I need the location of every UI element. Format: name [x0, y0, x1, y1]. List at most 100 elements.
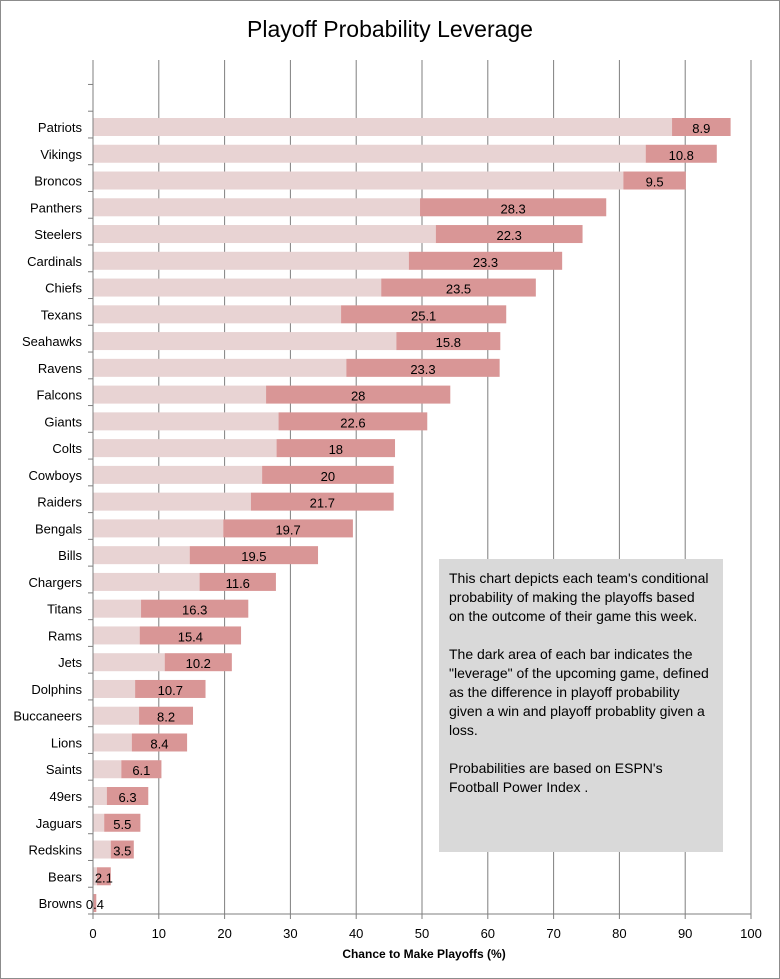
- bar-leverage-browns: [93, 894, 97, 913]
- category-label: Steelers: [34, 227, 82, 242]
- bar-leverage-rams: [139, 626, 242, 645]
- data-label: 20: [321, 469, 335, 484]
- category-label: Falcons: [36, 388, 82, 403]
- category-label: Buccaneers: [13, 709, 82, 724]
- annotation-text: Probabilities are based on ESPN's Footba…: [449, 760, 663, 795]
- bar-loss-seahawks: [93, 332, 397, 351]
- x-axis-title: Chance to Make Playoffs (%): [342, 947, 505, 961]
- bar-series: [93, 118, 731, 913]
- data-labels: 8.910.89.528.322.323.323.525.115.823.328…: [86, 121, 710, 912]
- bar-leverage-giants: [278, 412, 428, 431]
- bar-leverage-cardinals: [408, 251, 563, 270]
- bar-leverage-49ers: [106, 787, 149, 805]
- bar-loss-jets: [93, 653, 165, 672]
- category-label: Bears: [48, 869, 82, 884]
- x-tick-label: 100: [740, 926, 762, 941]
- category-label: Browns: [39, 896, 83, 911]
- data-label: 10.8: [669, 148, 694, 163]
- bar-leverage-falcons: [266, 385, 451, 404]
- category-label: Rams: [48, 628, 82, 643]
- bar-leverage-steelers: [435, 225, 583, 244]
- category-label: Colts: [52, 441, 82, 456]
- bar-leverage-chiefs: [381, 278, 536, 297]
- data-label: 23.3: [473, 255, 498, 270]
- category-label: Bills: [58, 548, 82, 563]
- bar-leverage-bengals: [223, 519, 353, 538]
- data-label: 2.1: [95, 870, 113, 885]
- data-label: 15.8: [436, 335, 461, 350]
- annotation-box: This chart depicts each team's condition…: [439, 559, 723, 852]
- annotation-text: This chart depicts each team's condition…: [449, 570, 709, 624]
- bar-loss-cardinals: [93, 251, 409, 270]
- bar-loss-colts: [93, 439, 277, 458]
- x-tick-label: 50: [415, 926, 429, 941]
- bar-leverage-lions: [131, 733, 188, 752]
- data-label: 0.4: [86, 897, 104, 912]
- bar-loss-patriots: [93, 118, 673, 136]
- bar-loss-titans: [93, 599, 142, 618]
- bar-leverage-broncos: [623, 171, 686, 190]
- data-label: 6.1: [132, 763, 150, 778]
- data-label: 19.5: [241, 549, 266, 564]
- category-label: Patriots: [38, 120, 83, 135]
- bar-loss-broncos: [93, 171, 624, 190]
- bar-loss-cowboys: [93, 465, 263, 484]
- bar-loss-chiefs: [93, 278, 382, 297]
- data-label: 6.3: [119, 790, 137, 805]
- category-label: Broncos: [34, 174, 82, 189]
- bar-loss-chargers: [93, 572, 200, 591]
- x-tick-label: 80: [612, 926, 626, 941]
- category-label: Giants: [44, 414, 82, 429]
- bar-leverage-jaguars: [104, 813, 141, 832]
- bar-leverage-dolphins: [135, 679, 206, 698]
- bar-loss-panthers: [93, 198, 421, 217]
- data-label: 11.6: [226, 576, 250, 591]
- category-label: Cardinals: [27, 254, 82, 269]
- x-tick-label: 10: [152, 926, 166, 941]
- data-label: 3.5: [113, 844, 131, 859]
- data-label: 22.3: [497, 228, 522, 243]
- bar-loss-falcons: [93, 385, 267, 404]
- bar-loss-steelers: [93, 225, 436, 244]
- bar-loss-vikings: [93, 144, 646, 163]
- data-label: 9.5: [646, 175, 664, 190]
- bar-loss-bengals: [93, 519, 224, 538]
- category-label: Jaguars: [36, 816, 83, 831]
- data-label: 28: [351, 389, 365, 404]
- category-label: Cowboys: [29, 468, 83, 483]
- bar-leverage-bills: [189, 546, 319, 565]
- data-label: 23.3: [410, 362, 435, 377]
- category-label: Jets: [58, 655, 82, 670]
- bar-loss-giants: [93, 412, 279, 431]
- category-label: Vikings: [40, 147, 82, 162]
- x-tick-label: 60: [481, 926, 495, 941]
- bar-loss-bills: [93, 546, 190, 565]
- data-label: 16.3: [182, 603, 207, 618]
- data-label: 18: [329, 442, 343, 457]
- bar-leverage-colts: [276, 439, 396, 458]
- data-label: 5.5: [113, 817, 131, 832]
- annotation-text: The dark area of each bar indicates the …: [449, 646, 709, 738]
- bar-loss-dolphins: [93, 679, 136, 698]
- category-label: Redskins: [29, 843, 83, 858]
- category-label: Ravens: [38, 361, 83, 376]
- bar-loss-rams: [93, 626, 140, 645]
- category-label: Titans: [47, 602, 82, 617]
- category-label: Chiefs: [45, 281, 82, 296]
- category-label: Lions: [51, 735, 83, 750]
- data-label: 8.4: [150, 736, 168, 751]
- chart-title: Playoff Probability Leverage: [247, 16, 533, 42]
- category-label: Saints: [46, 762, 83, 777]
- data-label: 15.4: [178, 629, 203, 644]
- bar-leverage-patriots: [672, 118, 731, 136]
- category-label: Chargers: [29, 575, 83, 590]
- bar-loss-saints: [93, 760, 122, 779]
- data-label: 28.3: [500, 201, 525, 216]
- bar-leverage-panthers: [420, 198, 607, 217]
- data-label: 8.9: [692, 121, 710, 136]
- bar-leverage-saints: [121, 760, 162, 779]
- axes: 0 10 20 30 40 50 60 70 80 90 100 Patriots Vikings Bro…: [13, 60, 762, 941]
- bar-leverage-bears: [96, 867, 111, 886]
- bar-leverage-buccaneers: [139, 706, 194, 725]
